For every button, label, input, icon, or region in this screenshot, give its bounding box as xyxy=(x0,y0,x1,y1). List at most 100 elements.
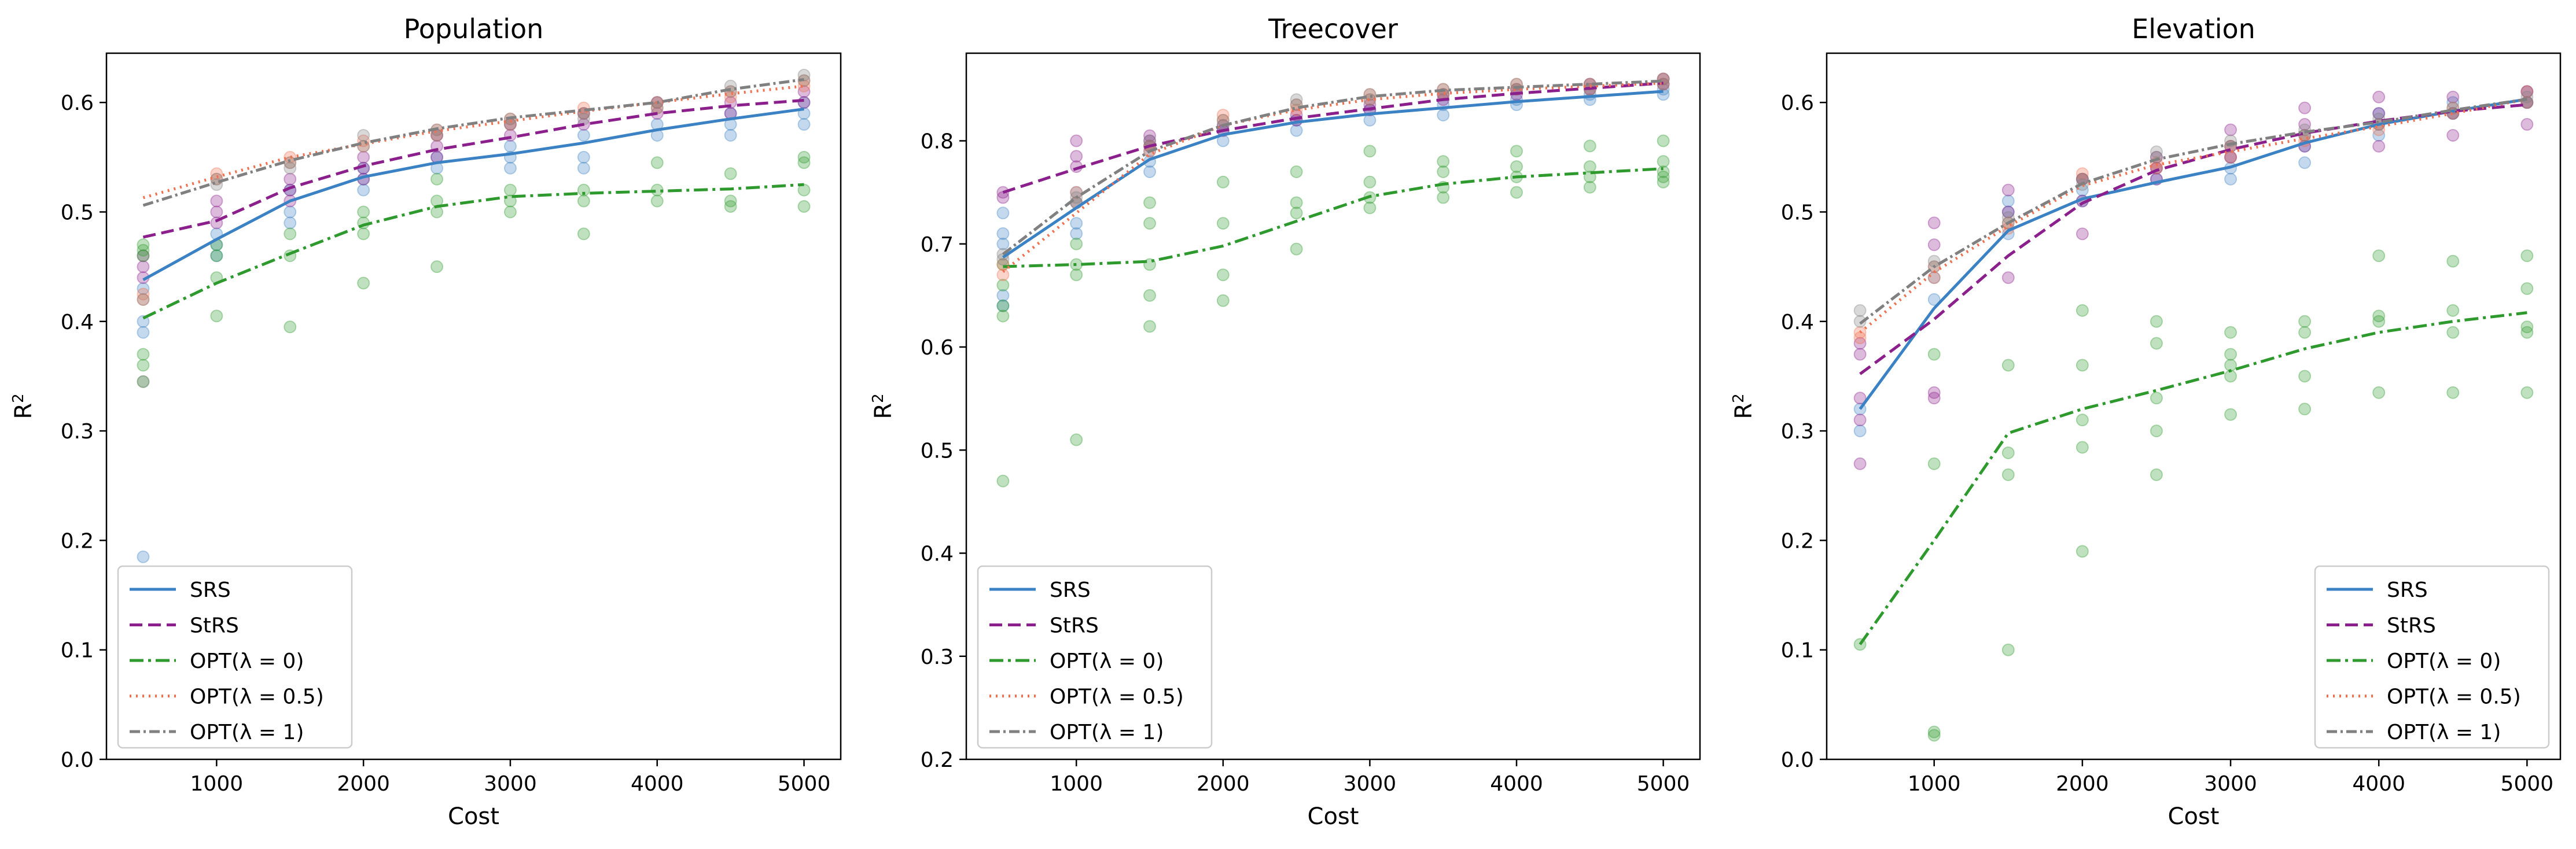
series-line-opt1 xyxy=(1002,79,1664,256)
scatter-point-strs xyxy=(1927,238,1941,252)
scatter-point-opt1 xyxy=(357,128,370,142)
scatter-point-opt0 xyxy=(996,309,1010,323)
scatter-point-opt1 xyxy=(137,375,150,388)
scatter-point-opt05 xyxy=(724,90,737,104)
scatter-point-opt05 xyxy=(2520,85,2534,98)
legend-label-srs: SRS xyxy=(1050,578,1091,602)
scatter-point-srs xyxy=(503,139,517,153)
scatter-point-strs xyxy=(137,260,150,274)
scatter-point-strs xyxy=(357,150,370,164)
scatter-point-srs xyxy=(1143,165,1156,178)
scatter-point-opt0 xyxy=(1583,139,1596,153)
scatter-point-opt0 xyxy=(2446,386,2460,399)
scatter-point-opt0 xyxy=(210,249,223,263)
scatter-point-srs xyxy=(2520,85,2534,98)
scatter-point-opt0 xyxy=(2520,320,2534,334)
scatter-point-opt0 xyxy=(2224,408,2238,421)
scatter-point-opt0 xyxy=(1927,725,1941,739)
scatter-point-opt0 xyxy=(2075,304,2089,317)
scatter-point-strs xyxy=(2224,123,2238,136)
scatter-point-opt0 xyxy=(284,227,297,241)
scatter-point-opt0 xyxy=(1510,145,1523,158)
scatter-point-opt0 xyxy=(1290,196,1303,209)
scatter-point-opt05 xyxy=(137,293,150,306)
scatter-point-opt1 xyxy=(284,161,297,175)
scatter-point-opt05 xyxy=(996,268,1010,282)
scatter-point-strs xyxy=(210,205,223,219)
scatter-point-opt0 xyxy=(2075,441,2089,454)
scatter-point-opt0 xyxy=(137,238,150,252)
y-tick-label: 0.2 xyxy=(61,529,94,553)
scatter-point-srs xyxy=(1290,124,1303,137)
scatter-point-srs xyxy=(996,289,1010,302)
scatter-point-opt0 xyxy=(2372,309,2386,323)
legend-label-srs: SRS xyxy=(2387,578,2428,602)
scatter-point-opt0 xyxy=(996,279,1010,292)
x-tick-label: 4000 xyxy=(2352,772,2405,796)
series-line-strs xyxy=(1859,103,2527,375)
scatter-point-strs xyxy=(2075,227,2089,241)
scatter-point-opt0 xyxy=(137,348,150,361)
scatter-point-strs xyxy=(137,249,150,263)
y-tick-label: 0.4 xyxy=(61,311,94,334)
scatter-point-opt0 xyxy=(357,227,370,241)
scatter-point-opt0 xyxy=(1290,206,1303,220)
scatter-point-srs xyxy=(284,216,297,230)
scatter-point-srs xyxy=(210,249,223,263)
scatter-point-strs xyxy=(2372,107,2386,120)
scatter-point-opt0 xyxy=(1216,268,1230,282)
legend: SRS StRS OPT(λ = 0) OPT(λ = 0.5) OPT(λ = 1) xyxy=(2314,565,2550,749)
legend-label-opt0: OPT(λ = 0) xyxy=(190,649,304,673)
panel-title: Treecover xyxy=(1268,13,1398,45)
series-line-opt0 xyxy=(142,183,804,320)
scatter-point-strs xyxy=(2372,90,2386,104)
scatter-point-srs xyxy=(577,161,590,175)
scatter-point-opt05 xyxy=(1927,271,1941,285)
x-tick-label: 4000 xyxy=(631,772,684,796)
y-tick-label: 0.5 xyxy=(1781,201,1814,224)
scatter-point-opt0 xyxy=(724,194,737,208)
scatter-point-srs xyxy=(1927,293,1941,306)
scatter-point-strs xyxy=(797,85,811,98)
x-tick-label: 1000 xyxy=(190,772,244,796)
scatter-point-opt0 xyxy=(577,194,590,208)
scatter-point-opt0 xyxy=(797,156,811,169)
scatter-point-opt0 xyxy=(1143,320,1156,333)
scatter-point-opt0 xyxy=(2520,249,2534,263)
scatter-point-opt0 xyxy=(503,194,517,208)
series-line-opt1 xyxy=(1859,98,2527,325)
scatter-point-opt0 xyxy=(650,194,664,208)
x-axis-label: Cost xyxy=(2168,803,2220,830)
scatter-point-opt0 xyxy=(1143,289,1156,302)
scatter-point-opt0 xyxy=(284,320,297,334)
scatter-point-srs xyxy=(2298,156,2312,169)
scatter-point-opt0 xyxy=(1657,155,1670,168)
scatter-point-opt0 xyxy=(503,205,517,219)
legend-label-opt1: OPT(λ = 1) xyxy=(190,721,304,744)
scatter-point-opt0 xyxy=(724,200,737,213)
x-tick-label: 5000 xyxy=(1637,772,1690,796)
legend-label-opt0: OPT(λ = 0) xyxy=(2387,649,2501,673)
scatter-point-srs xyxy=(577,128,590,142)
scatter-point-opt1 xyxy=(1853,315,1867,328)
scatter-point-strs xyxy=(2001,205,2015,219)
scatter-point-strs xyxy=(1853,392,1867,405)
scatter-point-strs xyxy=(2520,118,2534,131)
scatter-point-opt0 xyxy=(1510,186,1523,199)
x-axis-label: Cost xyxy=(448,803,499,830)
y-tick-label: 0.6 xyxy=(921,336,954,360)
y-tick-label: 0.3 xyxy=(61,420,94,444)
scatter-point-opt0 xyxy=(2075,545,2089,558)
scatter-point-opt0 xyxy=(2150,337,2163,350)
scatter-point-srs xyxy=(137,315,150,328)
series-line-opt0 xyxy=(1003,167,1664,268)
scatter-point-strs xyxy=(2298,118,2312,131)
scatter-point-opt0 xyxy=(2298,370,2312,383)
x-tick-label: 5000 xyxy=(778,772,831,796)
series-line-opt0 xyxy=(1859,311,2527,645)
legend-box xyxy=(2314,565,2550,749)
scatter-point-srs xyxy=(797,118,811,131)
scatter-point-opt05 xyxy=(2075,167,2089,180)
scatter-point-opt0 xyxy=(577,227,590,241)
scatter-point-opt0 xyxy=(1510,160,1523,174)
